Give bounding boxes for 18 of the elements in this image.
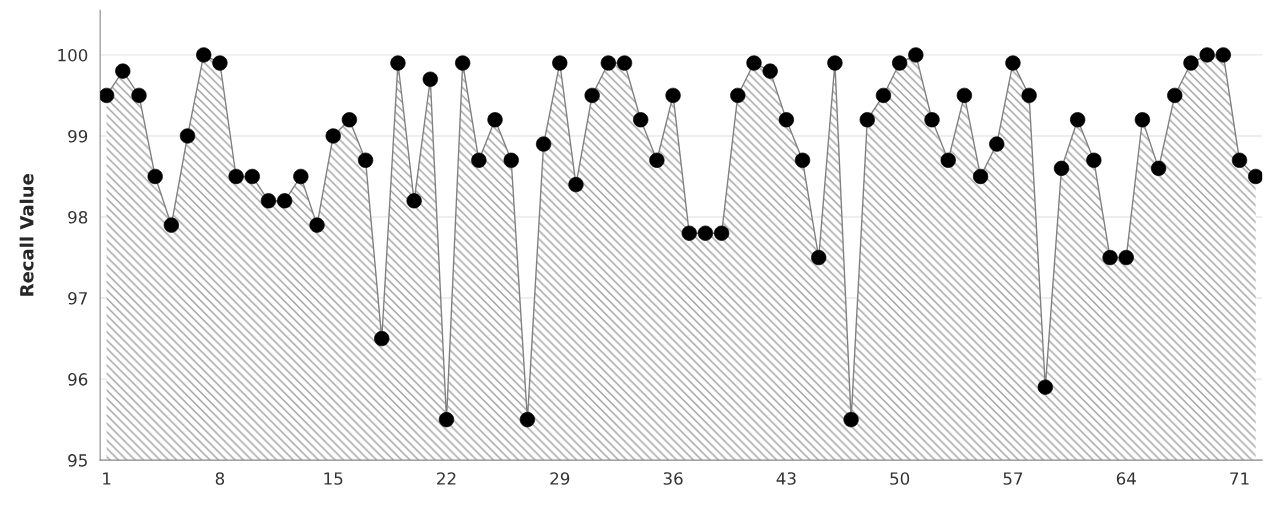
x-tick-label: 57 (1003, 472, 1023, 485)
x-tick-label: 43 (776, 472, 796, 485)
x-tick-label: 71 (1230, 472, 1249, 485)
y-tick-label: 98 (68, 210, 88, 224)
x-tick-label: 1 (103, 472, 111, 485)
x-tick-label: 8 (215, 472, 225, 485)
y-tick-label: 95 (68, 454, 87, 467)
y-tick-label: 100 (58, 48, 88, 62)
y-tick-label: 96 (68, 373, 88, 386)
x-tick-label: 22 (437, 472, 456, 485)
x-tick-label: 29 (550, 472, 570, 485)
y-axis-title: Recall Value (19, 174, 34, 296)
y-tick-label: 99 (68, 129, 88, 143)
x-tick-label: 50 (890, 472, 910, 485)
x-tick-label: 36 (663, 472, 683, 485)
y-tick-label: 97 (68, 292, 87, 305)
x-tick-label: 64 (1116, 472, 1136, 485)
x-tick-label: 15 (324, 472, 343, 485)
